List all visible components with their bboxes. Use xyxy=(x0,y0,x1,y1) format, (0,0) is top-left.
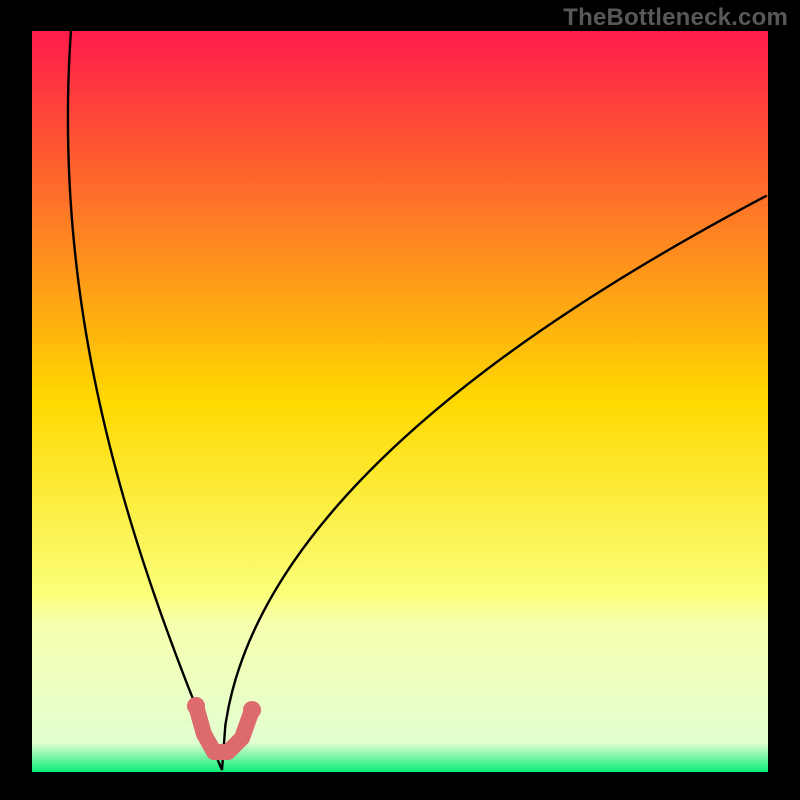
chart-frame: TheBottleneck.com xyxy=(0,0,800,800)
optimal-region-endpoint xyxy=(243,701,261,719)
bottleneck-chart xyxy=(0,0,800,800)
optimal-region-endpoint xyxy=(187,697,205,715)
gradient-background xyxy=(32,31,768,772)
